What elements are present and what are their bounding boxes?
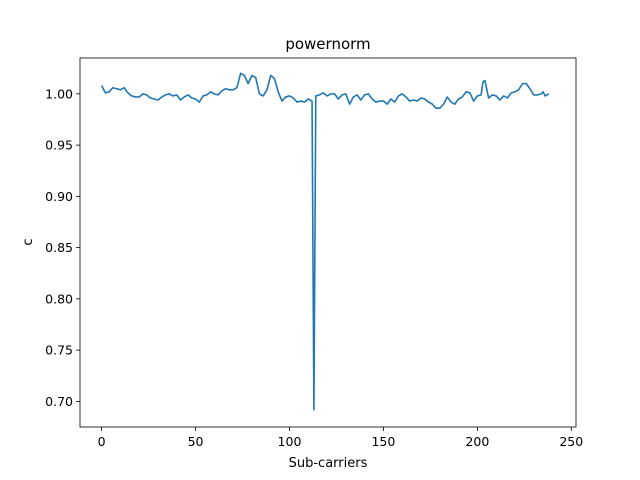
- y-tick-label: 0.75: [45, 343, 73, 358]
- x-axis-label: Sub-carriers: [289, 456, 368, 471]
- y-tick-label: 0.90: [45, 189, 73, 204]
- y-tick-label: 1.00: [45, 86, 73, 101]
- x-tick-label: 100: [278, 434, 302, 449]
- x-tick-label: 50: [188, 434, 204, 449]
- x-tick-label: 150: [371, 434, 395, 449]
- y-tick-label: 0.95: [45, 138, 73, 153]
- y-tick-label: 0.85: [45, 240, 73, 255]
- series-line-0: [100, 72, 550, 411]
- chart-title: powernorm: [285, 35, 370, 53]
- y-tick-label: 0.70: [45, 394, 73, 409]
- axes-frame: [79, 57, 577, 428]
- y-tick-label: 0.80: [45, 291, 73, 306]
- y-axis-ticks: 0.70 0.75 0.80 0.85 0.90 0.95 1.00: [45, 86, 80, 409]
- x-tick-label: 250: [559, 434, 583, 449]
- y-axis-label: c: [21, 238, 36, 245]
- x-axis-ticks: 0 50 100 150 200 250: [98, 427, 583, 449]
- series-layer: [100, 72, 550, 411]
- axes-background: [80, 58, 576, 427]
- x-tick-label: 200: [465, 434, 489, 449]
- plot-area: [80, 58, 576, 427]
- x-tick-label: 0: [98, 434, 106, 449]
